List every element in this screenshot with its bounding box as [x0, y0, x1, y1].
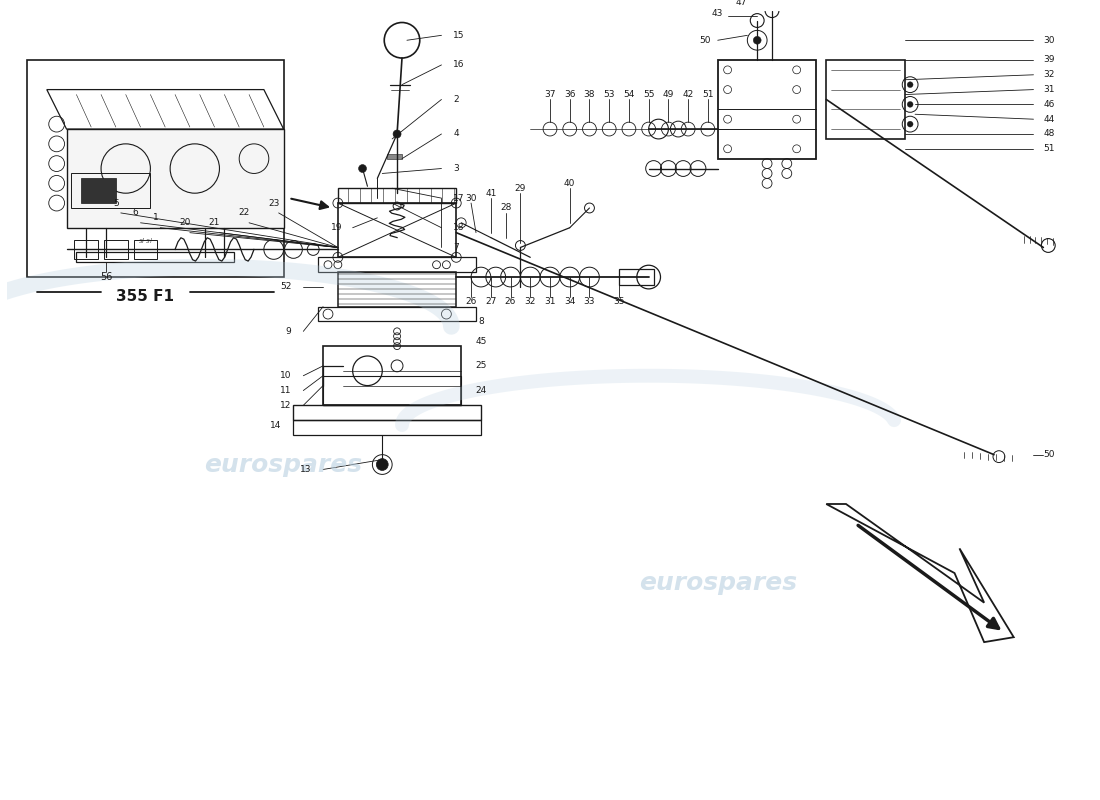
Text: 32: 32: [1043, 70, 1055, 79]
Text: 49: 49: [662, 90, 674, 99]
Bar: [294, 406, 481, 420]
Text: 17: 17: [453, 194, 465, 202]
Bar: [28, 60, 284, 277]
Text: 39: 39: [1043, 55, 1055, 65]
Text: 50: 50: [1043, 450, 1055, 459]
Text: 43: 43: [712, 9, 723, 18]
Text: 8: 8: [478, 317, 484, 326]
Bar: [75, 239, 98, 259]
Text: 16: 16: [453, 61, 465, 70]
Text: 21: 21: [209, 218, 220, 227]
Bar: [318, 258, 476, 272]
Text: 3: 3: [453, 164, 459, 173]
Text: 13: 13: [299, 465, 311, 474]
Text: 28: 28: [499, 203, 512, 213]
Text: 35: 35: [614, 298, 625, 306]
Text: 53: 53: [604, 90, 615, 99]
Text: 18: 18: [453, 223, 465, 232]
Circle shape: [376, 458, 388, 470]
Text: 30: 30: [465, 194, 476, 202]
Text: 22: 22: [239, 209, 250, 218]
Text: 31: 31: [544, 298, 556, 306]
Text: 23: 23: [268, 198, 279, 207]
Text: 38: 38: [584, 90, 595, 99]
Bar: [294, 420, 481, 435]
Text: 50: 50: [700, 36, 711, 45]
Bar: [133, 239, 157, 259]
Circle shape: [754, 36, 761, 44]
Text: 25: 25: [475, 362, 486, 370]
Circle shape: [908, 82, 913, 88]
Circle shape: [908, 102, 913, 107]
Text: 7: 7: [453, 243, 459, 252]
Text: 30: 30: [1043, 36, 1055, 45]
Text: 41: 41: [485, 189, 496, 198]
Text: 45: 45: [475, 337, 486, 346]
Text: 54: 54: [624, 90, 635, 99]
Text: 12: 12: [280, 401, 292, 410]
Text: 36: 36: [564, 90, 575, 99]
Text: 11: 11: [280, 386, 292, 395]
Bar: [72, 174, 151, 208]
Text: 5: 5: [113, 198, 119, 207]
Circle shape: [393, 130, 402, 138]
Text: 15: 15: [453, 31, 465, 40]
Bar: [619, 269, 653, 285]
Text: 56: 56: [100, 272, 112, 282]
Text: 355 F1: 355 F1: [117, 290, 175, 304]
Text: 33: 33: [584, 298, 595, 306]
Text: 4: 4: [453, 130, 459, 138]
Text: 2: 2: [453, 95, 459, 104]
Text: $\it{sI}$ $\it{sl}$: $\it{sI}$ $\it{sl}$: [138, 235, 153, 245]
Bar: [323, 376, 461, 406]
Bar: [338, 203, 456, 258]
Polygon shape: [66, 129, 284, 228]
Bar: [76, 252, 234, 262]
Circle shape: [908, 121, 913, 127]
Text: 34: 34: [564, 298, 575, 306]
Circle shape: [359, 165, 366, 173]
Text: 55: 55: [642, 90, 654, 99]
Text: 44: 44: [1043, 114, 1055, 124]
Bar: [826, 60, 905, 139]
Text: 48: 48: [1043, 130, 1055, 138]
Text: 32: 32: [525, 298, 536, 306]
Text: 52: 52: [280, 282, 292, 291]
Text: 9: 9: [286, 327, 292, 336]
Bar: [323, 346, 461, 406]
Text: 27: 27: [485, 298, 496, 306]
Text: 1: 1: [153, 214, 158, 222]
Text: 10: 10: [280, 371, 292, 380]
Bar: [387, 154, 402, 158]
Text: 26: 26: [465, 298, 476, 306]
Text: 6: 6: [133, 209, 139, 218]
Bar: [318, 306, 476, 322]
Text: eurospares: eurospares: [639, 571, 796, 595]
Text: 51: 51: [702, 90, 714, 99]
Text: 31: 31: [1043, 85, 1055, 94]
Text: 19: 19: [331, 223, 343, 232]
Text: 24: 24: [475, 386, 486, 395]
Text: 46: 46: [1043, 100, 1055, 109]
Bar: [717, 60, 816, 158]
Text: 47: 47: [736, 0, 747, 7]
Text: 42: 42: [682, 90, 694, 99]
Text: 40: 40: [564, 179, 575, 188]
Text: eurospares: eurospares: [205, 453, 363, 477]
Text: 29: 29: [515, 184, 526, 193]
Bar: [338, 272, 456, 306]
Bar: [104, 239, 128, 259]
Text: 14: 14: [271, 421, 282, 430]
Text: 37: 37: [544, 90, 556, 99]
Text: 26: 26: [505, 298, 516, 306]
Text: 51: 51: [1043, 144, 1055, 154]
Bar: [338, 188, 456, 203]
Text: 20: 20: [179, 218, 190, 227]
Bar: [81, 178, 116, 203]
